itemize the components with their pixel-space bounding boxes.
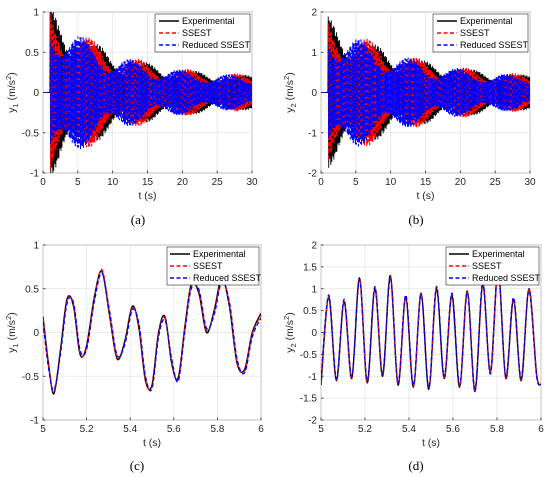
x-tick-label: 20 xyxy=(455,177,467,188)
series-line-reduced-ssest xyxy=(321,270,541,391)
legend-label-reduced-ssest: Reduced SSEST xyxy=(460,40,529,50)
x-tick-label: 5 xyxy=(353,177,359,188)
y-tick-label: 1 xyxy=(33,241,39,252)
x-tick-label: 6 xyxy=(538,424,544,435)
legend-label-reduced-ssest: Reduced SSEST xyxy=(182,40,251,50)
y-tick-label: 1.5 xyxy=(303,262,317,273)
x-tick-label: 20 xyxy=(177,177,189,188)
data-lines xyxy=(321,268,541,393)
y-tick-label: 0 xyxy=(33,88,39,99)
x-tick-label: 15 xyxy=(142,177,154,188)
y-tick-label: -2 xyxy=(308,169,317,180)
grid xyxy=(320,244,542,421)
chart-panel-a: 0 5 10 15 20 25 30-1-0.500.51 t (s) y1 (m/s2) … xyxy=(4,8,258,228)
y-tick-label: 0.5 xyxy=(25,284,39,295)
x-tick-label: 5 xyxy=(318,424,324,435)
x-tick-label: 5 xyxy=(75,177,81,188)
y-tick-label: -1 xyxy=(30,169,39,180)
x-tick-label: 5.2 xyxy=(358,424,372,435)
y-tick-label: 1 xyxy=(33,8,39,19)
y-axis-label: y2 (m/s2) xyxy=(282,312,298,352)
y-tick-label: -2 xyxy=(308,416,317,427)
legend-label-ssest: SSEST xyxy=(182,28,212,38)
x-axis-label: t (s) xyxy=(138,190,156,202)
y-tick-label: 0 xyxy=(311,88,317,99)
x-tick-label: 5.6 xyxy=(167,424,181,435)
y-axis-label: y2 (m/s2) xyxy=(282,72,298,112)
legend-label-experimental: Experimental xyxy=(193,249,246,259)
tick-labels: 0 5 10 15 20 25 30 -1 -0.5 0 0.5 1 xyxy=(22,8,258,189)
tick-labels: 5 5.2 5.4 5.6 5.8 6 -2 -1.5 -1 -0.5 0 0.5 1 1.5 2 xyxy=(300,241,544,436)
chart-panel-c: 5 5.2 5.4 5.6 5.8 6 -1 -0.5 0 0.5 1 t (s) y1 (m/s2… xyxy=(4,241,264,474)
x-tick-label: 5.6 xyxy=(446,424,460,435)
legend-label-ssest: SSEST xyxy=(460,28,490,38)
x-tick-label: 5.4 xyxy=(123,424,137,435)
x-tick-label: 5.8 xyxy=(490,424,504,435)
data-lines xyxy=(43,12,252,173)
x-tick-label: 15 xyxy=(420,177,432,188)
legend-label-reduced-ssest: Reduced SSEST xyxy=(193,273,262,283)
y-tick-label: -1.5 xyxy=(300,394,318,405)
tick-labels: 5 5.2 5.4 5.6 5.8 6 -1 -0.5 0 0.5 1 xyxy=(22,241,264,436)
y-tick-label: 1 xyxy=(311,284,317,295)
x-axis-label: t (s) xyxy=(416,190,434,202)
x-tick-label: 25 xyxy=(212,177,224,188)
y-axis-label: y1 (m/s2) xyxy=(4,312,20,352)
y-tick-label: 0.5 xyxy=(303,306,317,317)
legend-label-ssest: SSEST xyxy=(193,261,223,271)
x-tick-label: 10 xyxy=(107,177,119,188)
panel-label: (c) xyxy=(130,458,144,473)
panel-label: (d) xyxy=(408,458,423,473)
legend: Experimental SSEST Reduced SSEST xyxy=(445,246,541,286)
legend: Experimental SSEST Reduced SSEST xyxy=(166,246,262,286)
legend: Experimental SSEST Reduced SSEST xyxy=(154,13,251,53)
data-lines xyxy=(321,16,530,168)
y-tick-label: 0 xyxy=(311,328,317,339)
x-axis-label: t (s) xyxy=(143,437,161,449)
y-tick-label: -0.5 xyxy=(22,128,40,139)
y-tick-label: 2 xyxy=(311,8,317,19)
legend-label-ssest: SSEST xyxy=(472,261,502,271)
x-tick-label: 10 xyxy=(385,177,397,188)
y-tick-label: -1 xyxy=(308,372,317,383)
y-tick-label: 0 xyxy=(33,328,39,339)
legend: Experimental SSEST Reduced SSEST xyxy=(432,13,529,53)
x-tick-label: 25 xyxy=(490,177,502,188)
y-tick-label: 2 xyxy=(311,241,317,252)
chart-panel-d: 5 5.2 5.4 5.6 5.8 6 -2 -1.5 -1 -0.5 0 0.5 1 1.5 2 t (s… xyxy=(282,241,544,474)
series-line-reduced-ssest xyxy=(43,36,252,150)
x-tick-label: 5.8 xyxy=(210,424,224,435)
panel-label: (b) xyxy=(408,212,423,227)
x-tick-label: 6 xyxy=(258,424,264,435)
series-line-reduced-ssest xyxy=(321,39,530,147)
y-tick-label: -0.5 xyxy=(300,350,318,361)
x-tick-label: 0 xyxy=(40,177,46,188)
y-tick-label: 1 xyxy=(311,48,317,59)
x-tick-label: 5.4 xyxy=(402,424,416,435)
x-tick-label: 5.2 xyxy=(80,424,94,435)
x-tick-label: 30 xyxy=(524,177,536,188)
y-tick-label: -0.5 xyxy=(22,372,40,383)
y-tick-label: -1 xyxy=(30,416,39,427)
x-tick-label: 5 xyxy=(40,424,46,435)
y-axis-label: y1 (m/s2) xyxy=(4,72,20,112)
x-axis-label: t (s) xyxy=(422,437,440,449)
x-tick-label: 30 xyxy=(246,177,258,188)
panel-label: (a) xyxy=(131,212,145,227)
y-tick-label: 0.5 xyxy=(25,48,39,59)
legend-label-reduced-ssest: Reduced SSEST xyxy=(472,273,541,283)
y-tick-label: -1 xyxy=(308,128,317,139)
tick-labels: 0 5 10 15 20 25 30 -2 -1 0 1 2 xyxy=(308,8,536,189)
legend-label-experimental: Experimental xyxy=(460,16,513,26)
legend-label-experimental: Experimental xyxy=(182,16,235,26)
legend-label-experimental: Experimental xyxy=(472,249,525,259)
x-tick-label: 0 xyxy=(318,177,324,188)
